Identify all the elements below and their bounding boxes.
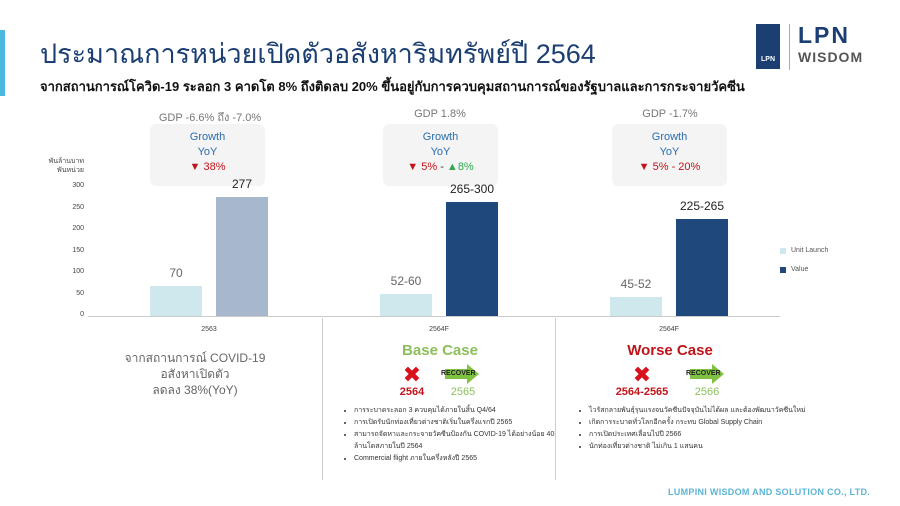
up-triangle-icon: ▲ <box>446 161 458 173</box>
gdp-label: GDP 1.8% <box>414 108 466 120</box>
growth-box: Growth YoY ▼ 5% - ▲8% <box>383 124 498 186</box>
bar-value <box>446 202 498 316</box>
growth-label: Growth <box>189 131 226 143</box>
y-tick-label: 200 <box>72 225 84 232</box>
recover-arrow-icon <box>445 364 479 389</box>
y-tick-label: 150 <box>72 246 84 254</box>
logo-divider <box>789 24 790 70</box>
category-label: 2564F <box>659 326 679 333</box>
bullet-item: เกิดการระบาดทั่วโลกอีกครั้ง กระทบ Global… <box>589 417 815 429</box>
growth-value: 38% <box>203 161 226 173</box>
bar-value <box>676 219 728 316</box>
yoy-label: YoY <box>659 146 680 158</box>
base-bad-year: 2564 <box>399 386 425 398</box>
logo-line1: LPN <box>798 22 850 48</box>
note-line: ลดลง 38%(YoY) <box>152 383 238 397</box>
growth-value-low: 5% <box>421 161 438 173</box>
legend-item-unit-launch: Unit Launch <box>780 247 828 254</box>
logo-mark: LPN <box>756 24 780 69</box>
worse-case-title: Worse Case <box>627 342 713 359</box>
note-line: จากสถานการณ์ COVID-19 <box>124 351 266 365</box>
bar-unit-launch <box>380 293 432 316</box>
page-title: ประมาณการหน่วยเปิดตัวอสังหาริมทรัพย์ปี 2… <box>40 39 596 69</box>
bar-unit-launch <box>610 296 662 316</box>
bullet-item: นักท่องเที่ยวต่างชาติ ไม่เกิน 1 แสนคน <box>589 441 815 453</box>
down-triangle-icon: ▼ <box>189 161 204 173</box>
y-tick-label: 300 <box>72 182 84 189</box>
worse-recover-year: 2566 <box>694 386 720 398</box>
y-unit-line1: พันล้านบาท <box>48 158 84 165</box>
data-label: 70 <box>169 265 183 280</box>
y-axis-unit: พันล้านบาทพันหน่วย <box>44 157 84 175</box>
down-triangle-icon: ▼ <box>638 161 653 173</box>
growth-box: Growth YoY ▼ 5% - 20% <box>612 124 727 186</box>
bullet-item: ไวรัสกลายพันธุ์รุนแรงจนวัคซีนปัจจุบันไม่… <box>589 405 815 417</box>
bullet-item: การเปิดรับนักท่องเที่ยวต่างชาติเริ่มในคร… <box>354 417 555 429</box>
y-tick-label: 100 <box>72 268 84 275</box>
note-line: อสังหาเปิดตัว <box>160 367 230 381</box>
recover-label: RECOVER <box>441 370 476 377</box>
lpn-wisdom-logo: LPN LPN WISDOM <box>756 22 886 72</box>
bullet-item: สามารถจัดหาและกระจายวัคซีนป้องกัน COVID-… <box>354 429 555 453</box>
category-label: 2564F <box>429 326 449 333</box>
data-label: 277 <box>231 176 253 191</box>
growth-value: 5% - 20% <box>652 161 701 173</box>
data-label: 225-265 <box>679 199 725 214</box>
recover-arrow-icon <box>690 364 724 389</box>
y-tick-label: 250 <box>72 203 84 211</box>
bullet-item: Commercial flight ภายในครึ่งหลังปี 2565 <box>354 453 555 465</box>
divider <box>555 318 556 480</box>
worse-case-bullets: ไวรัสกลายพันธุ์รุนแรงจนวัคซีนปัจจุบันไม่… <box>575 405 815 453</box>
legend-label: Unit Launch <box>791 247 829 254</box>
footer-company: LUMPINI WISDOM AND SOLUTION CO., LTD. <box>668 487 871 497</box>
base-case-title: Base Case <box>402 342 478 359</box>
growth-box: Growth YoY ▼ 38% <box>150 124 265 186</box>
legend-swatch <box>780 247 786 254</box>
category-label: 2563 <box>201 326 217 333</box>
y-tick-label: 50 <box>76 289 84 297</box>
growth-label: Growth <box>422 131 459 143</box>
logo-line2: WISDOM <box>798 49 864 65</box>
growth-label: Growth <box>651 131 688 143</box>
y-unit-line2: พันหน่วย <box>57 167 84 174</box>
x-mark-icon: ✖ <box>402 362 422 387</box>
x-axis-line <box>88 316 780 317</box>
divider <box>322 318 323 480</box>
data-label: 52-60 <box>390 273 422 288</box>
data-label: 45-52 <box>620 276 652 291</box>
bar-value <box>216 196 268 316</box>
gdp-label: GDP -1.7% <box>642 108 698 120</box>
recover-label: RECOVER <box>686 370 721 377</box>
growth-value-high: 8% <box>457 161 474 173</box>
base-recover-year: 2565 <box>450 386 476 398</box>
worse-bad-year: 2564-2565 <box>615 386 669 398</box>
legend-item-value: Value <box>780 266 808 273</box>
note-2563: จากสถานการณ์ COVID-19 อสังหาเปิดตัว ลดลง… <box>110 350 280 398</box>
yoy-label: YoY <box>430 146 451 158</box>
legend-swatch <box>780 266 786 273</box>
accent-bar <box>0 30 5 96</box>
yoy-label: YoY <box>197 146 218 158</box>
base-case-bullets: การระบาดระลอก 3 ควบคุมได้ภายในสิ้น Q4/64… <box>340 405 555 465</box>
bar-unit-launch <box>150 285 202 316</box>
y-tick-label: 0 <box>80 311 84 318</box>
legend-label: Value <box>791 266 809 273</box>
data-label: 265-300 <box>449 182 495 197</box>
bullet-item: การระบาดระลอก 3 ควบคุมได้ภายในสิ้น Q4/64 <box>354 405 555 417</box>
x-mark-icon: ✖ <box>632 362 652 387</box>
bullet-item: การเปิดประเทศเลื่อนไปปี 2566 <box>589 429 815 441</box>
page-subtitle: จากสถานการณ์โควิด-19 ระลอก 3 คาดโต 8% ถึ… <box>40 79 745 94</box>
gdp-label: GDP -6.6% ถึง -7.0% <box>158 112 262 124</box>
down-triangle-icon: ▼ <box>407 161 422 173</box>
